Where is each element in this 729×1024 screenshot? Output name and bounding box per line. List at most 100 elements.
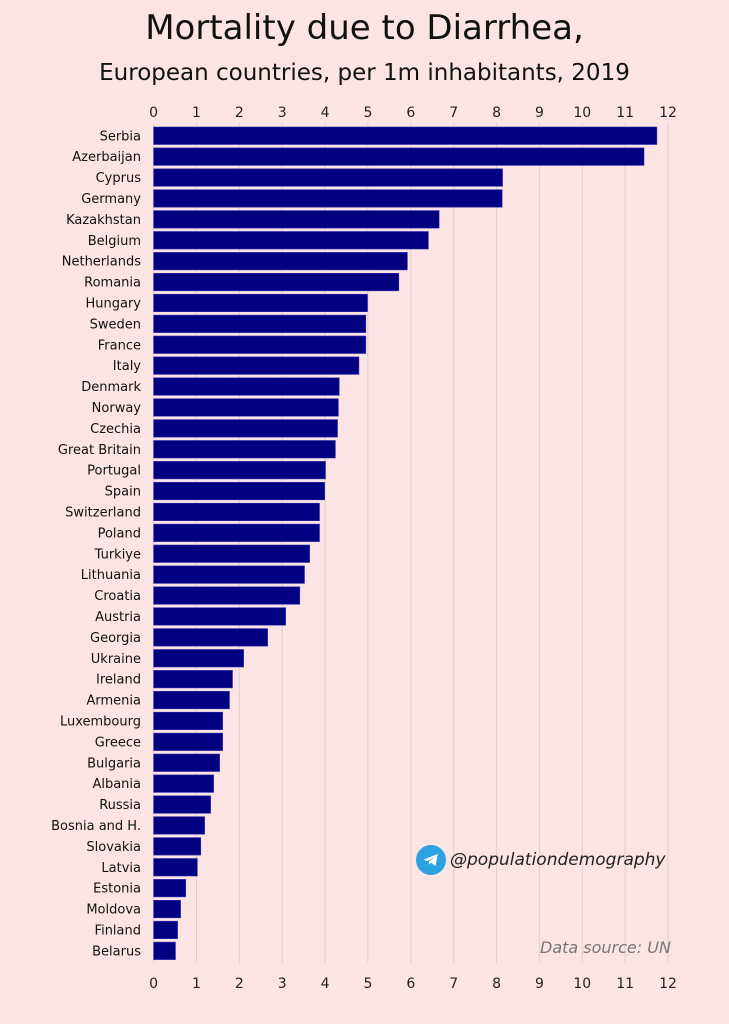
category-label: Denmark: [81, 380, 141, 395]
category-label: Hungary: [85, 296, 141, 311]
x-tick-label-bottom: 12: [659, 976, 677, 992]
x-tick-label-top: 9: [535, 105, 544, 121]
x-tick-label-top: 7: [449, 105, 458, 121]
bar: [153, 398, 339, 417]
bar: [153, 649, 244, 668]
bar: [153, 168, 503, 187]
category-label: Switzerland: [65, 505, 141, 520]
category-label: Germany: [81, 192, 141, 207]
x-tick-label-top: 4: [321, 105, 330, 121]
bar: [153, 858, 198, 877]
category-label: Lithuania: [81, 568, 141, 583]
bar: [153, 899, 181, 919]
x-tick-label-top: 11: [616, 105, 634, 121]
data-source: Data source: UN: [540, 938, 671, 957]
x-tick-label-top: 8: [492, 105, 501, 121]
telegram-icon: [416, 845, 446, 875]
bar: [153, 461, 326, 480]
category-label: Belarus: [92, 944, 141, 959]
bar: [153, 419, 338, 438]
category-label: Czechia: [90, 422, 141, 437]
category-label: Estonia: [93, 882, 141, 897]
category-label: Poland: [98, 526, 141, 541]
x-tick-label-bottom: 5: [363, 976, 372, 992]
bar: [153, 586, 301, 605]
chart-subtitle: European countries, per 1m inhabitants, …: [99, 60, 630, 86]
x-tick-label-bottom: 6: [406, 976, 415, 992]
bar: [153, 753, 220, 772]
bar: [153, 920, 178, 940]
category-label: Great Britain: [58, 443, 141, 458]
bar: [153, 941, 176, 960]
bar: [153, 565, 305, 584]
category-label: Serbia: [100, 129, 141, 144]
bar: [153, 293, 368, 313]
x-tick-label-top: 0: [149, 105, 158, 121]
x-tick-label-top: 12: [659, 105, 677, 121]
x-tick-label-bottom: 8: [492, 976, 501, 992]
category-label: Kazakhstan: [66, 213, 141, 228]
category-label: Spain: [105, 485, 141, 500]
category-label: Georgia: [90, 631, 141, 646]
bar: [153, 795, 211, 814]
category-label: Ukraine: [91, 652, 141, 667]
category-label: Croatia: [94, 589, 141, 604]
bar: [153, 314, 367, 333]
category-label: Netherlands: [62, 255, 141, 270]
x-tick-label-bottom: 9: [535, 976, 544, 992]
category-label: France: [98, 338, 141, 353]
category-label: Bosnia and H.: [51, 819, 141, 834]
x-tick-label-bottom: 4: [321, 976, 330, 992]
bar: [153, 147, 645, 166]
x-tick-label-top: 5: [363, 105, 372, 121]
category-label: Austria: [95, 610, 141, 625]
bar: [153, 231, 429, 250]
x-tick-label-top: 6: [406, 105, 415, 121]
category-label: Turkiye: [94, 547, 141, 562]
category-label: Greece: [95, 735, 141, 750]
category-label: Sweden: [90, 317, 141, 332]
bar: [153, 502, 320, 522]
bar: [153, 126, 658, 145]
bar: [153, 356, 360, 375]
bar: [153, 440, 336, 459]
bar: [153, 837, 202, 856]
x-tick-label-bottom: 3: [278, 976, 287, 992]
x-tick-label-bottom: 11: [616, 976, 634, 992]
bar: [153, 732, 223, 751]
category-label: Luxembourg: [60, 714, 141, 729]
category-label: Moldova: [86, 903, 141, 918]
bar: [153, 879, 187, 898]
telegram-credit: @populationdemography: [416, 845, 666, 875]
category-label: Romania: [84, 276, 141, 291]
x-tick-label-bottom: 1: [192, 976, 201, 992]
category-label: Slovakia: [86, 840, 141, 855]
category-label: Latvia: [101, 861, 141, 876]
bar: [153, 774, 214, 793]
x-tick-label-bottom: 7: [449, 976, 458, 992]
bar: [153, 189, 503, 208]
x-tick-label-bottom: 2: [235, 976, 244, 992]
x-tick-label-top: 10: [573, 105, 591, 121]
bar: [153, 690, 230, 710]
category-label: Portugal: [87, 464, 141, 479]
x-tick-label-top: 1: [192, 105, 201, 121]
telegram-handle: @populationdemography: [450, 850, 666, 870]
category-label: Italy: [113, 359, 142, 374]
bar: [153, 481, 325, 501]
category-label: Norway: [92, 401, 142, 416]
bar: [153, 523, 320, 542]
category-label: Albania: [92, 777, 141, 792]
category-label: Cyprus: [96, 171, 142, 186]
category-label: Finland: [95, 923, 141, 938]
bar: [153, 607, 286, 626]
bar: [153, 272, 400, 292]
category-label: Armenia: [87, 694, 142, 709]
bar: [153, 335, 367, 354]
category-label: Bulgaria: [87, 756, 141, 771]
category-label: Russia: [99, 798, 141, 813]
bar: [153, 670, 233, 689]
chart-title: Mortality due to Diarrhea,: [145, 8, 584, 48]
x-tick-label-bottom: 10: [573, 976, 591, 992]
